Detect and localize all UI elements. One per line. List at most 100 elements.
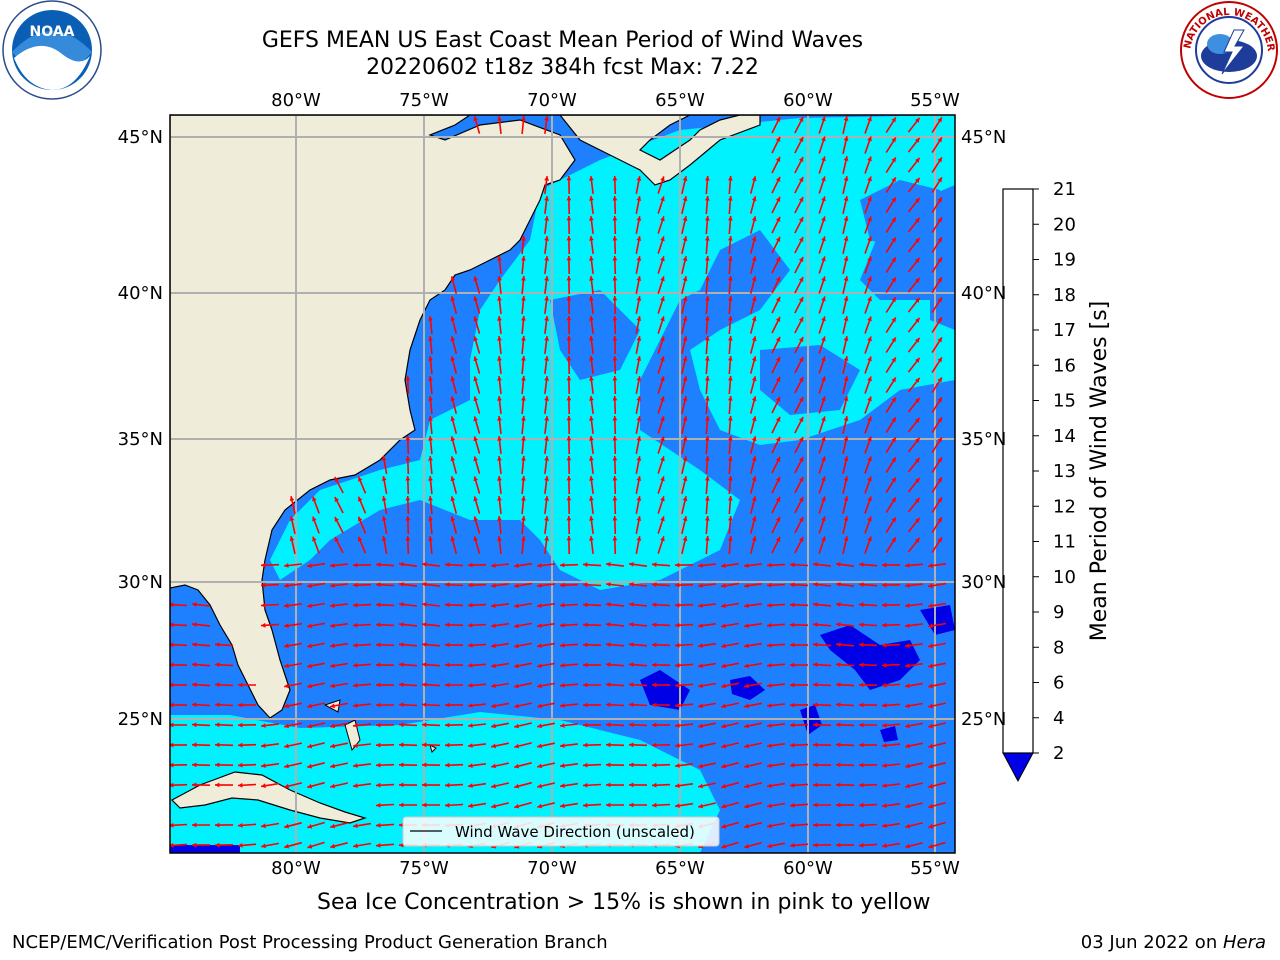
wind-arrow-head bbox=[261, 582, 266, 588]
wind-arrow-head bbox=[399, 682, 404, 688]
wind-arrow-head bbox=[636, 536, 642, 541]
wind-arrow-head bbox=[636, 336, 642, 341]
wind-arrow-head bbox=[867, 116, 872, 122]
wind-arrow-head bbox=[813, 742, 818, 748]
wind-arrow-head bbox=[589, 396, 594, 401]
wind-arrow-head bbox=[192, 602, 197, 607]
lat-label-left: 40°N bbox=[118, 283, 163, 304]
colorbar-tick-label: 15 bbox=[1053, 391, 1076, 412]
wind-arrow-head bbox=[589, 276, 594, 281]
lon-label-top: 70°W bbox=[527, 90, 577, 111]
wind-arrow-head bbox=[790, 702, 795, 708]
wind-arrow-head bbox=[882, 703, 887, 708]
wind-arrow-head bbox=[798, 177, 804, 182]
wind-arrow-head bbox=[915, 337, 920, 343]
wind-arrow-head bbox=[566, 476, 572, 481]
wind-arrow-head bbox=[192, 622, 197, 627]
wind-arrow-head bbox=[928, 663, 933, 669]
wind-arrow-head bbox=[652, 582, 657, 588]
wind-arrow-head bbox=[836, 782, 841, 788]
wind-arrow-head bbox=[882, 723, 887, 728]
wind-arrow-head bbox=[767, 643, 772, 648]
wind-arrow-head bbox=[705, 436, 710, 441]
wind-arrow-head bbox=[767, 622, 772, 628]
wind-arrow-head bbox=[192, 762, 197, 768]
wind-arrow-head bbox=[775, 396, 781, 402]
wind-arrow-head bbox=[334, 497, 339, 502]
wind-arrow-head bbox=[751, 476, 757, 482]
wind-arrow-head bbox=[170, 742, 174, 748]
wind-arrow-head bbox=[705, 376, 710, 381]
wind-arrow-head bbox=[767, 783, 772, 789]
wind-arrow-head bbox=[560, 703, 565, 708]
wind-arrow-head bbox=[660, 436, 665, 442]
wind-arrow-head bbox=[284, 563, 289, 568]
wind-arrow-head bbox=[566, 376, 572, 381]
wind-arrow-head bbox=[721, 683, 726, 689]
wind-arrow-head bbox=[682, 196, 688, 202]
wind-arrow-head bbox=[284, 823, 290, 829]
wind-arrow-head bbox=[905, 803, 910, 809]
wind-arrow-head bbox=[891, 197, 896, 203]
wind-arrow-head bbox=[843, 256, 849, 261]
wind-arrow-head bbox=[891, 297, 896, 303]
wind-arrow-head bbox=[798, 257, 804, 262]
wind-arrow-head bbox=[675, 602, 680, 608]
wind-arrow-head bbox=[728, 256, 733, 261]
wind-arrow-head bbox=[928, 723, 933, 729]
wind-arrow-head bbox=[544, 356, 549, 361]
wind-arrow-head bbox=[705, 236, 710, 241]
wind-arrow-head bbox=[514, 783, 520, 789]
wind-arrow-head bbox=[813, 702, 818, 708]
wind-arrow-head bbox=[675, 562, 680, 568]
wind-arrow-head bbox=[728, 196, 733, 201]
wind-arrow-head bbox=[675, 683, 680, 688]
wind-arrow-head bbox=[905, 783, 910, 789]
wind-arrow-head bbox=[560, 683, 565, 688]
wind-arrow-head bbox=[751, 456, 757, 462]
wind-arrow-head bbox=[170, 782, 174, 788]
wind-arrow-head bbox=[606, 722, 611, 728]
wind-arrow-head bbox=[728, 396, 733, 401]
colorbar-tick-label: 8 bbox=[1053, 637, 1064, 658]
wind-arrow-head bbox=[612, 276, 618, 281]
wind-arrow-head bbox=[721, 603, 726, 609]
wind-arrow-head bbox=[473, 516, 478, 522]
wind-arrow-head bbox=[629, 702, 634, 708]
wind-arrow-head bbox=[544, 536, 549, 541]
wind-arrow-head bbox=[821, 136, 826, 142]
wind-wave-arrows bbox=[170, 115, 947, 849]
wind-arrow-head bbox=[192, 822, 197, 828]
wind-arrow-head bbox=[790, 682, 795, 688]
wind-arrow-head bbox=[330, 683, 335, 689]
wind-arrow-head bbox=[284, 783, 290, 789]
wind-arrow-head bbox=[790, 602, 795, 608]
wind-arrow-head bbox=[652, 742, 657, 748]
wind-arrow-head bbox=[589, 216, 594, 221]
lat-label-right: 40°N bbox=[961, 283, 1006, 304]
wind-arrow-head bbox=[583, 722, 588, 728]
wind-arrow-head bbox=[422, 622, 427, 627]
wind-arrow-head bbox=[836, 662, 841, 667]
wind-arrow-head bbox=[660, 456, 665, 462]
wind-arrow-head bbox=[560, 783, 565, 788]
map-frame bbox=[169, 114, 956, 854]
wind-arrow-head bbox=[284, 723, 289, 729]
wind-arrow-head bbox=[358, 516, 363, 522]
wind-arrow-head bbox=[744, 783, 750, 789]
lon-label-top: 55°W bbox=[910, 90, 960, 111]
wind-arrow-head bbox=[867, 216, 872, 222]
wind-arrow-head bbox=[491, 603, 496, 608]
wind-arrow-head bbox=[566, 216, 572, 221]
wind-arrow-head bbox=[867, 536, 872, 542]
wind-arrow-head bbox=[537, 623, 542, 628]
wind-arrow-head bbox=[821, 296, 826, 302]
wind-arrow-head bbox=[867, 336, 872, 342]
wind-arrow-head bbox=[915, 417, 920, 423]
wind-arrow-head bbox=[928, 563, 933, 568]
wind-arrow-head bbox=[652, 722, 657, 728]
wind-arrow-head bbox=[843, 416, 849, 421]
wind-arrow-head bbox=[652, 702, 657, 708]
wind-arrow-head bbox=[445, 642, 450, 648]
wind-arrow-head bbox=[891, 517, 896, 523]
